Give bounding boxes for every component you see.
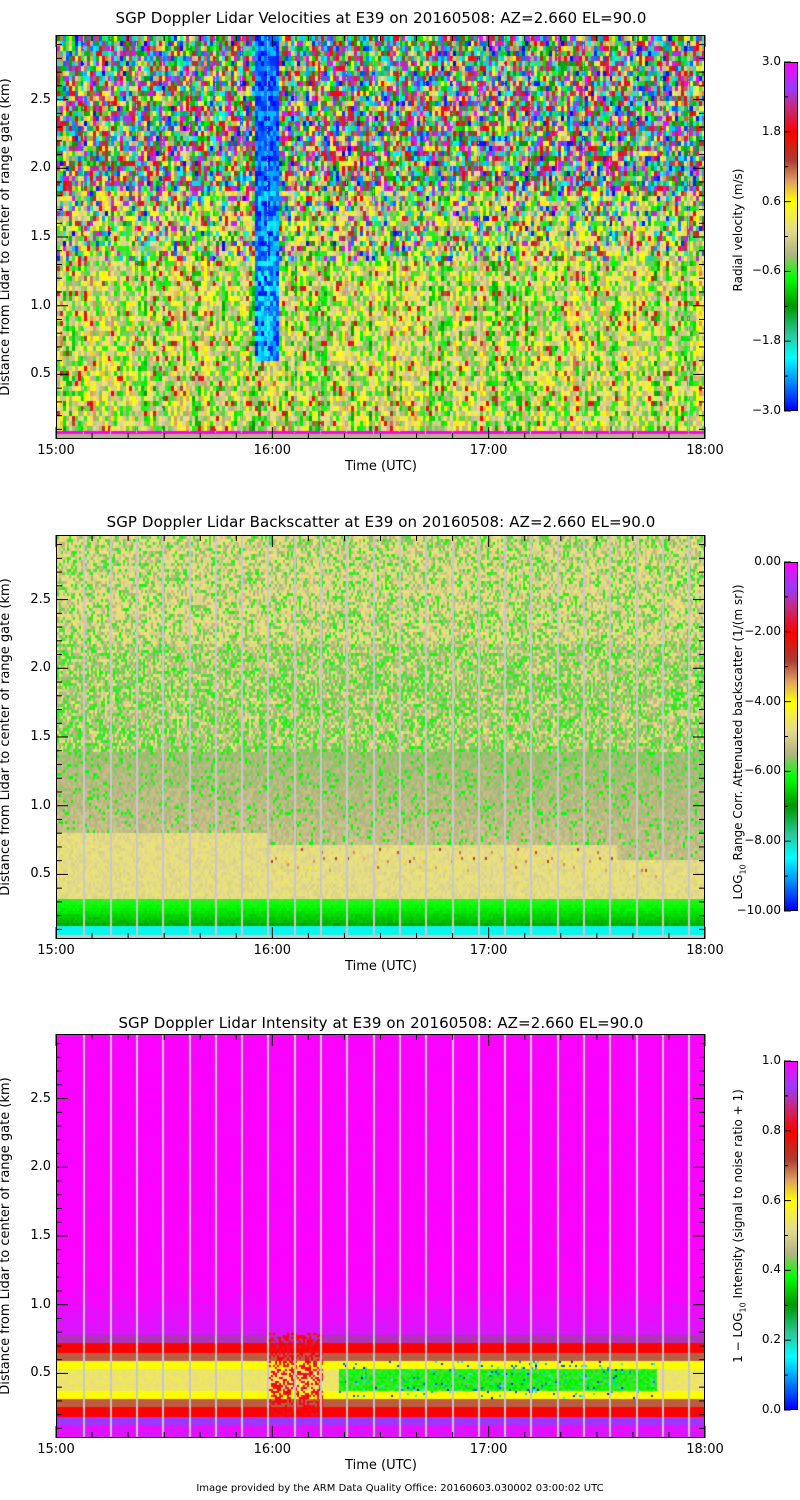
y-tick-label: 0.5 (30, 866, 51, 882)
intensity-heatmap (57, 1035, 704, 1437)
x-tick-label: 18:00 (686, 943, 724, 958)
colorbar-tick-label: −3.0 (751, 403, 781, 417)
y-tick-label: 2.5 (30, 591, 51, 607)
colorbar-tick-label: 0.4 (761, 1262, 781, 1277)
x-tick-label: 17:00 (469, 443, 508, 458)
x-tick-label: 16:00 (253, 443, 292, 458)
colorbar-tick-label: −0.6 (751, 263, 781, 278)
velocity-title: SGP Doppler Lidar Velocities at E39 on 2… (115, 9, 647, 27)
y-tick-label: 1.5 (30, 229, 51, 244)
y-tick-label: 0.5 (30, 1365, 51, 1381)
axes-ticks (55, 35, 791, 439)
colorbar-tick-label: 3.0 (761, 54, 781, 68)
x-tick-label: 15:00 (37, 443, 75, 458)
colorbar-tick-label: 1.0 (761, 1053, 781, 1067)
backscatter-title: SGP Doppler Lidar Backscatter at E39 on … (106, 513, 656, 531)
colorbar-tick-label: −6.00 (744, 763, 781, 778)
colorbar-gradient (785, 1062, 797, 1409)
x-tick-label: 18:00 (686, 443, 724, 458)
colorbar-tick-label: 0.0 (761, 1402, 781, 1416)
x-tick-label: 16:00 (253, 1442, 292, 1457)
y-tick-label: 2.5 (30, 91, 51, 107)
y-tick-label: 2.5 (30, 1090, 51, 1106)
y-tick-label: 1.0 (30, 797, 51, 813)
backscatter-x-axis-label: Time (UTC) (345, 959, 417, 974)
colorbar-gradient (785, 563, 797, 910)
x-tick-label: 15:00 (37, 943, 75, 958)
x-tick-label: 15:00 (37, 1442, 75, 1457)
y-tick-label: 2.0 (30, 660, 51, 676)
y-tick-label: 1.5 (30, 729, 51, 744)
colorbar-tick-label: −2.00 (744, 623, 781, 638)
colorbar-tick-label: 0.6 (761, 1192, 781, 1207)
colorbar-tick-label: 0.6 (761, 193, 781, 208)
intensity-plot-area (56, 1034, 705, 1438)
velocity-x-axis-label: Time (UTC) (345, 459, 417, 474)
intensity-x-axis-label: Time (UTC) (345, 1458, 417, 1473)
axes-ticks (55, 1034, 791, 1438)
velocity-panel: SGP Doppler Lidar Velocities at E39 on 2… (0, 0, 800, 500)
y-tick-label: 1.0 (30, 297, 51, 313)
x-tick-label: 18:00 (686, 1442, 724, 1457)
velocity-heatmap (57, 36, 704, 438)
colorbar-tick-label: 1.8 (761, 123, 781, 138)
y-tick-label: 2.0 (30, 1159, 51, 1175)
x-tick-label: 16:00 (253, 943, 292, 958)
intensity-title: SGP Doppler Lidar Intensity at E39 on 20… (118, 1014, 644, 1032)
footer-credit: Image provided by the ARM Data Quality O… (196, 1483, 604, 1494)
y-tick-label: 1.5 (30, 1228, 51, 1243)
x-tick-label: 17:00 (469, 943, 508, 958)
backscatter-heatmap (57, 536, 704, 938)
colorbar-gradient (785, 63, 797, 410)
colorbar-tick-label: 0.8 (761, 1122, 781, 1137)
intensity-panel: SGP Doppler Lidar Intensity at E39 on 20… (0, 999, 800, 1499)
backscatter-panel: SGP Doppler Lidar Backscatter at E39 on … (0, 500, 800, 1000)
colorbar-tick-label: 0.00 (754, 554, 781, 568)
axes-ticks (55, 535, 791, 939)
y-tick-label: 2.0 (30, 160, 51, 176)
colorbar-tick-label: −10.00 (736, 903, 781, 917)
y-tick-label: 1.0 (30, 1296, 51, 1312)
colorbar-tick-label: −4.00 (744, 693, 781, 708)
colorbar-tick-label: 0.2 (761, 1332, 781, 1347)
colorbar-tick-label: −8.00 (744, 833, 781, 848)
x-tick-label: 17:00 (469, 1442, 508, 1457)
colorbar-tick-label: −1.8 (751, 333, 781, 348)
velocity-plot-area (56, 35, 705, 439)
y-tick-label: 0.5 (30, 366, 51, 382)
